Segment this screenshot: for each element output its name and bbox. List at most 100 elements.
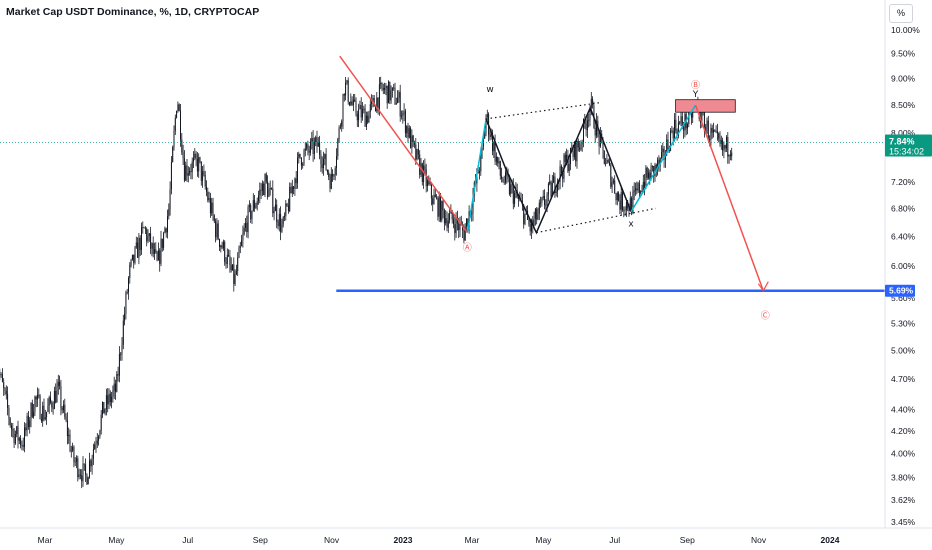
candle <box>183 150 185 183</box>
candle <box>12 423 14 438</box>
candle <box>182 144 184 165</box>
candle <box>538 199 540 221</box>
candle <box>126 288 128 295</box>
wave-drawings: Ⓐ Ⓑ Ⓒw x Y <box>0 55 885 322</box>
candle <box>169 181 171 216</box>
candle <box>225 257 227 269</box>
candle <box>219 238 220 251</box>
candle <box>65 413 67 423</box>
candle <box>360 97 362 123</box>
candle <box>388 80 389 104</box>
candle <box>350 93 352 107</box>
x-tick-label: Jul <box>609 535 620 545</box>
candle <box>408 125 410 139</box>
time-axis[interactable]: Mar May Jul Sep Nov 2023 Mar May Jul Sep Nov 2024 <box>0 527 932 545</box>
candle <box>252 193 254 212</box>
candle <box>248 200 250 213</box>
candle <box>92 443 94 465</box>
candle <box>412 134 414 147</box>
y-tick-label: 4.40% <box>891 405 916 415</box>
candle <box>8 405 10 426</box>
candle <box>528 217 530 227</box>
x-tick-label: Sep <box>253 535 268 545</box>
candle <box>39 394 41 420</box>
candle <box>641 184 643 192</box>
candle <box>658 155 660 172</box>
candle <box>307 140 309 156</box>
candle <box>135 236 137 249</box>
support-price-badge <box>885 284 915 297</box>
candle <box>87 476 89 485</box>
candle <box>181 133 183 155</box>
candle <box>209 192 211 218</box>
y-tick-label: 10.00% <box>891 25 920 35</box>
candle <box>547 182 549 202</box>
candle <box>198 153 200 178</box>
candle <box>674 113 675 142</box>
candle <box>85 458 87 482</box>
candle <box>377 97 379 115</box>
candle <box>151 242 153 257</box>
candle <box>671 126 673 134</box>
candle <box>711 124 713 139</box>
candle <box>112 385 114 403</box>
candle <box>336 148 337 176</box>
candle <box>159 248 161 272</box>
candle <box>56 379 58 403</box>
candle <box>174 114 176 135</box>
candle <box>284 212 285 222</box>
candle <box>156 250 158 262</box>
y-tick-label: 8.50% <box>891 100 916 110</box>
candle <box>550 180 552 199</box>
candle <box>282 215 284 228</box>
scale-unit-button[interactable]: % <box>889 4 913 23</box>
candle <box>485 114 487 137</box>
candle <box>325 148 327 171</box>
candle <box>537 207 539 221</box>
candle <box>81 469 83 489</box>
candle <box>18 436 20 445</box>
candle <box>31 399 33 419</box>
candle <box>662 142 664 160</box>
candle <box>401 110 402 120</box>
candle <box>729 150 731 161</box>
candle <box>42 401 44 427</box>
candle <box>320 150 322 172</box>
candle <box>70 445 72 458</box>
candle <box>675 113 677 134</box>
candle <box>66 412 68 445</box>
y-tick-label: 6.00% <box>891 261 916 271</box>
candle <box>588 113 590 128</box>
candle <box>125 290 127 320</box>
candle <box>585 116 587 137</box>
candle <box>180 104 181 147</box>
candle <box>371 94 373 111</box>
candle <box>446 211 448 232</box>
candle <box>161 238 163 252</box>
candle <box>193 151 194 168</box>
candle <box>615 192 617 205</box>
candle <box>323 151 324 176</box>
candle <box>351 96 353 107</box>
candle <box>44 409 46 421</box>
candle <box>384 82 386 94</box>
candle <box>343 93 345 102</box>
candle <box>233 257 235 292</box>
candle <box>586 114 588 138</box>
candle <box>4 387 6 396</box>
candle <box>714 129 716 132</box>
candle <box>17 420 19 449</box>
price-axis[interactable]: 10.00% 9.50% 9.00% 8.50% 8.00% 7.20% 6.80% 6.40… <box>884 0 920 528</box>
wave-label-x: x <box>628 220 634 230</box>
candle <box>395 97 397 105</box>
chart-title: Market Cap USDT Dominance, %, 1D, CRYPTO… <box>6 6 260 18</box>
candle <box>286 202 288 207</box>
candle <box>69 429 71 453</box>
y-tick-label: 7.20% <box>891 177 916 187</box>
candle <box>720 135 722 150</box>
candle <box>557 178 558 198</box>
candle <box>580 140 582 152</box>
candle <box>317 137 319 147</box>
candle <box>98 434 100 446</box>
